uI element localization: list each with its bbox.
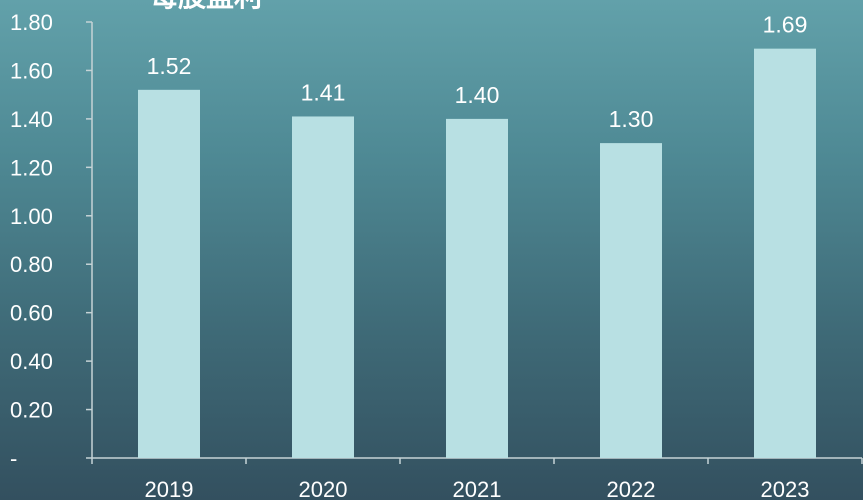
y-tick-label: - [10, 446, 17, 471]
value-label: 1.52 [147, 53, 192, 79]
y-tick-label: 1.40 [10, 107, 53, 132]
value-label: 1.30 [609, 106, 654, 132]
x-tick-label: 2023 [761, 477, 810, 500]
bar-2023 [754, 48, 816, 459]
y-tick-label: 1.20 [10, 155, 53, 180]
value-label: 1.41 [301, 79, 346, 105]
x-tick-label: 2019 [145, 477, 194, 500]
x-tick-label: 2020 [299, 477, 348, 500]
y-tick-label: 0.20 [10, 398, 53, 423]
value-label: 1.69 [763, 12, 808, 38]
y-tick-label: 0.80 [10, 252, 53, 277]
bar-2020 [292, 116, 354, 458]
value-labels-group: 1.52 1.41 1.40 1.30 1.69 [147, 12, 808, 132]
y-tick-label: 0.60 [10, 301, 53, 326]
value-label: 1.40 [455, 82, 500, 108]
x-axis: 2019 2020 2021 2022 2023 [91, 457, 863, 500]
y-tick-label: 1.00 [10, 204, 53, 229]
y-tick-label: 0.40 [10, 349, 53, 374]
bar-2019 [138, 89, 200, 459]
bar-2022 [600, 143, 662, 458]
bar-2021 [446, 118, 508, 458]
y-tick-label: 1.60 [10, 58, 53, 83]
x-tick-label: 2022 [607, 477, 656, 500]
y-tick-label: 1.80 [10, 10, 53, 35]
chart-title: 每股盈利 [150, 0, 262, 12]
y-axis: - 0.20 0.40 0.60 0.80 1.00 1.20 1.40 1.60 1.80 [10, 10, 93, 471]
bars-group [138, 48, 816, 459]
x-tick-label: 2021 [453, 477, 502, 500]
